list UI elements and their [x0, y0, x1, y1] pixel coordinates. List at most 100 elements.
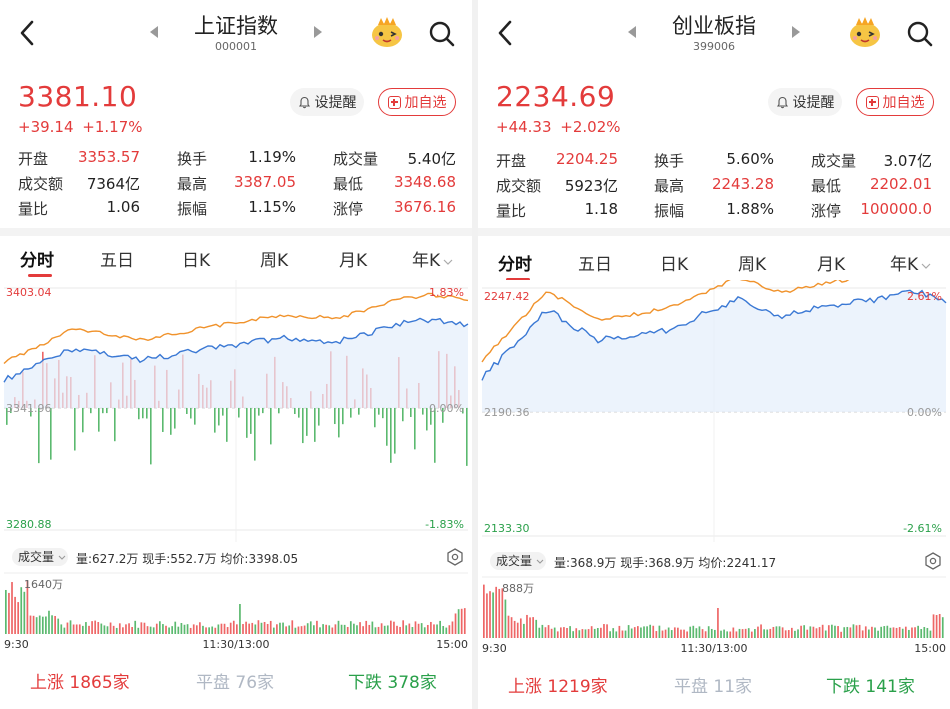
stat-label-high: 最高 — [654, 177, 685, 195]
volume-bar — [732, 627, 735, 638]
volume-bar — [704, 631, 707, 638]
mini-volume-bar — [194, 408, 196, 425]
indicator-select[interactable]: 成交量 — [12, 548, 68, 566]
tab-five-day[interactable]: 五日 — [100, 251, 134, 271]
volume-bar — [365, 620, 368, 634]
volume-bar — [649, 624, 652, 638]
volume-bar — [134, 620, 137, 634]
volume-bar — [667, 627, 670, 638]
volume-bar — [898, 627, 901, 638]
volume-bar — [5, 589, 7, 634]
tab-weekly-k[interactable]: 周K — [738, 255, 767, 275]
volume-bar — [374, 627, 377, 634]
volume-info: 量:627.2万 现手:552.7万 均价:3398.05 — [76, 552, 299, 566]
price-line — [3, 317, 469, 383]
breadth-flat[interactable]: 平盘 76家 — [196, 668, 274, 693]
volume-bar — [661, 630, 664, 638]
tab-yearly-k[interactable]: 年K — [412, 246, 453, 271]
volume-header: 成交量 量:627.2万 现手:552.7万 均价:3398.05 — [0, 542, 472, 572]
search-icon[interactable] — [428, 20, 456, 48]
tab-daily-k[interactable]: 日K — [660, 255, 689, 275]
next-index-icon[interactable] — [314, 26, 322, 38]
volume-bar — [821, 624, 824, 638]
breadth-flat-label: 平盘 — [196, 673, 230, 693]
tab-intraday[interactable]: 分时 — [20, 251, 54, 271]
breadth-up[interactable]: 上涨 1219家 — [508, 672, 608, 697]
volume-bar — [584, 629, 587, 638]
volume-bar — [837, 626, 839, 638]
next-index-icon[interactable] — [792, 26, 800, 38]
volume-bar — [877, 630, 879, 638]
breadth-flat[interactable]: 平盘 11家 — [674, 672, 752, 697]
stat-value-open: 2204.25 — [555, 150, 618, 168]
tab-yearly-k[interactable]: 年K — [890, 250, 931, 275]
tab-monthly-k[interactable]: 月K — [817, 255, 846, 275]
volume-bar — [91, 621, 93, 634]
volume-chart[interactable]: 1640万 9:30 11:30/13:00 15:00 — [0, 572, 472, 652]
back-arrow-icon[interactable] — [492, 18, 518, 48]
time-end: 15:00 — [914, 642, 946, 655]
tab-weekly-k[interactable]: 周K — [260, 251, 289, 271]
search-icon[interactable] — [906, 20, 934, 48]
tab-monthly-k[interactable]: 月K — [339, 251, 368, 271]
volume-bar — [692, 625, 695, 638]
set-alert-button[interactable]: 设提醒 — [290, 88, 364, 116]
volume-chart[interactable]: 888万 9:30 11:30/13:00 15:00 — [478, 576, 950, 656]
y-axis-mid: 2190.36 — [484, 406, 530, 419]
prev-index-icon[interactable] — [628, 26, 636, 38]
mini-volume-bar — [142, 408, 144, 419]
volume-bar — [560, 627, 562, 638]
volume-bar — [399, 626, 401, 634]
intraday-chart[interactable]: 3403.04 3341.96 3280.88 1.83% 0.00% -1.8… — [0, 280, 472, 542]
mascot-icon[interactable] — [370, 16, 404, 48]
settings-icon[interactable] — [446, 548, 464, 566]
volume-bar — [507, 615, 510, 638]
mini-volume-bar — [390, 408, 392, 463]
prev-index-icon[interactable] — [150, 26, 158, 38]
panel-chinext-index: 创业板指 399006 2234.69 +44.33 +2.02% 设提醒 加自… — [478, 0, 950, 709]
stat-value-low: 3348.68 — [393, 173, 456, 191]
breadth-down[interactable]: 下跌 141家 — [826, 672, 915, 697]
volume-bar — [809, 626, 812, 638]
mascot-icon[interactable] — [848, 16, 882, 48]
back-arrow-icon[interactable] — [14, 18, 40, 48]
y-axis-max: 2247.42 — [484, 290, 530, 303]
volume-bar — [171, 626, 174, 634]
settings-icon[interactable] — [924, 552, 942, 570]
stat-label-turnover: 换手 — [177, 150, 208, 168]
breadth-down[interactable]: 下跌 378家 — [348, 668, 437, 693]
volume-bar — [72, 624, 75, 634]
volume-bar — [279, 622, 281, 634]
volume-bar — [396, 625, 398, 634]
tab-daily-k[interactable]: 日K — [182, 251, 211, 271]
volume-bar — [655, 631, 658, 638]
set-alert-button[interactable]: 设提醒 — [768, 88, 842, 116]
stat-value-limit-up: 3676.16 — [393, 198, 456, 216]
volume-bar — [306, 623, 309, 634]
volume-bar — [904, 626, 907, 638]
volume-bar — [260, 622, 263, 634]
mini-volume-bar — [414, 408, 416, 450]
volume-bar — [501, 588, 504, 638]
stat-value-amount: 5923亿 — [564, 177, 618, 195]
volume-bar — [405, 625, 408, 634]
mini-volume-bar — [382, 408, 384, 419]
volume-bar — [82, 625, 84, 634]
panel-divider — [472, 0, 478, 709]
volume-bar — [78, 624, 81, 634]
tab-intraday[interactable]: 分时 — [498, 255, 532, 275]
breadth-up[interactable]: 上涨 1865家 — [30, 668, 130, 693]
volume-bar — [569, 626, 571, 638]
indicator-select[interactable]: 成交量 — [490, 552, 546, 570]
time-end: 15:00 — [436, 638, 468, 651]
volume-bar — [226, 627, 229, 634]
add-watchlist-button[interactable]: 加自选 — [856, 88, 934, 116]
volume-bar — [526, 614, 528, 638]
volume-bar — [313, 625, 315, 634]
mini-volume-bar — [106, 408, 108, 414]
add-watchlist-button[interactable]: 加自选 — [378, 88, 456, 116]
intraday-chart[interactable]: 2247.42 2190.36 2133.30 2.61% 0.00% -2.6… — [478, 280, 950, 542]
volume-bar — [377, 626, 380, 634]
tab-five-day[interactable]: 五日 — [578, 255, 612, 275]
volume-bar — [529, 617, 531, 638]
